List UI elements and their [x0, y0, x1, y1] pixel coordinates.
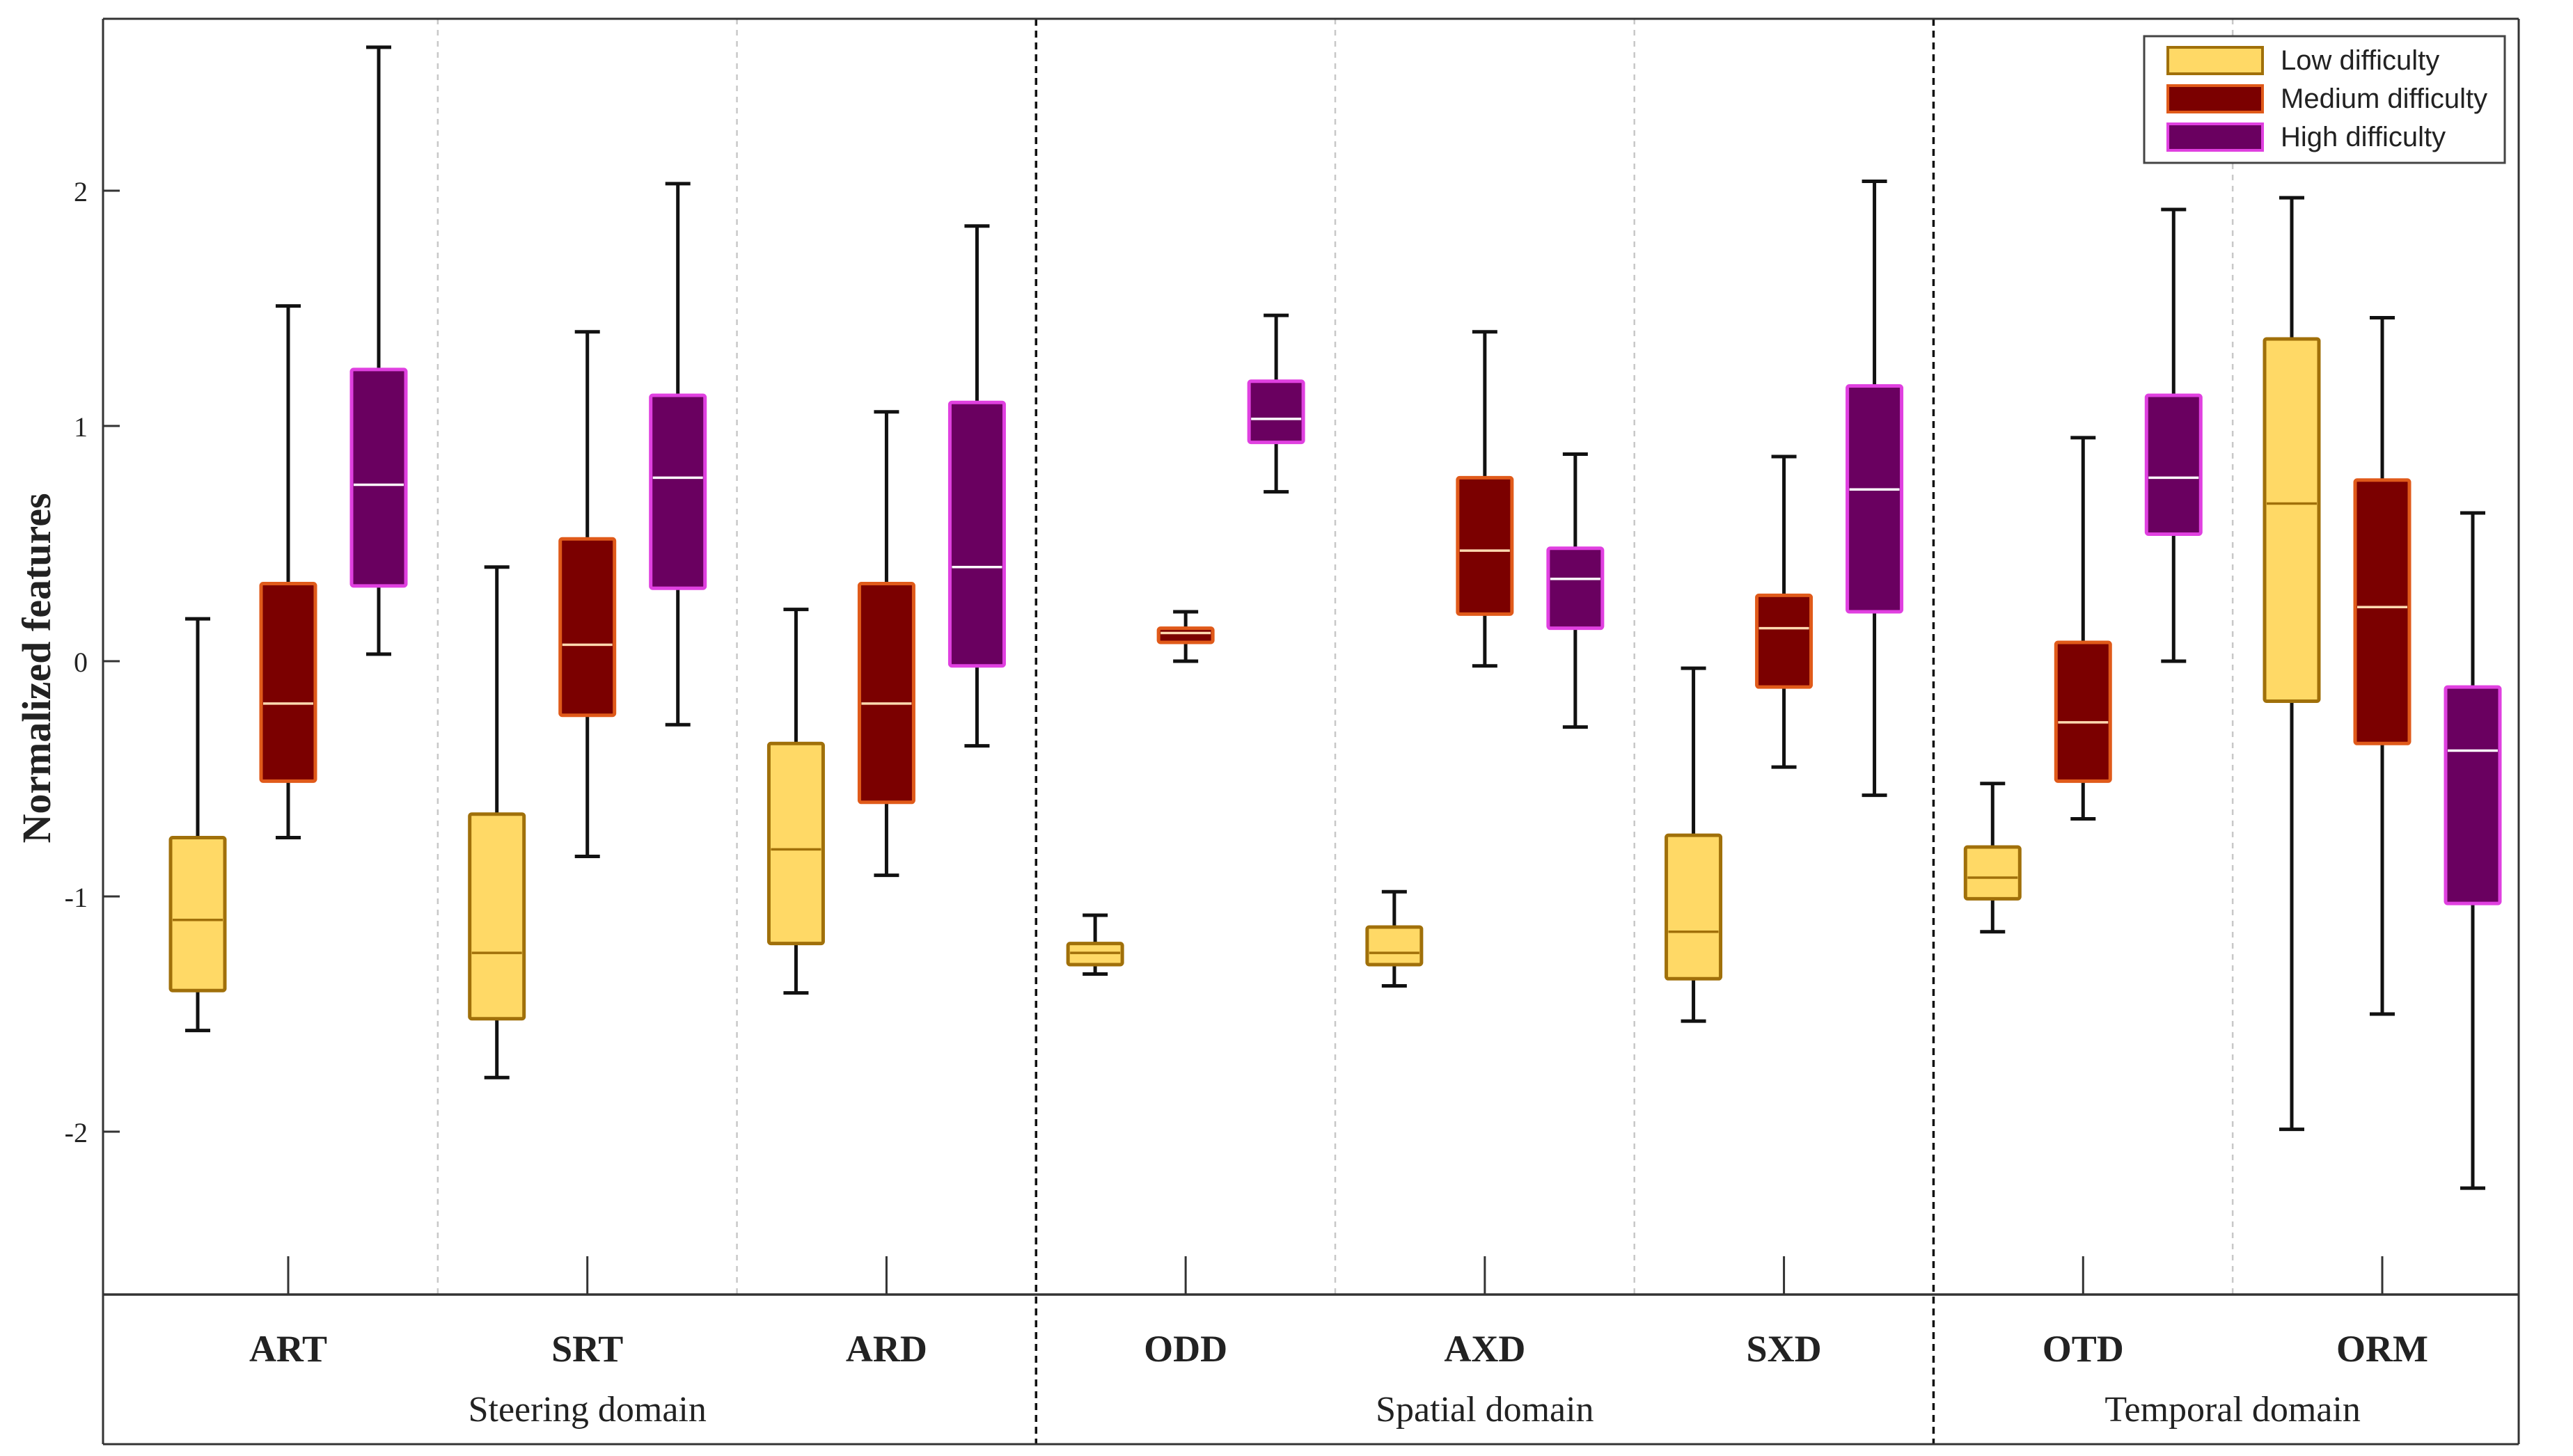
- box-sxd-1: [1755, 593, 1813, 689]
- feature-label-otd: OTD: [2043, 1328, 2124, 1370]
- feature-group-otd: [1963, 207, 2203, 934]
- box-orm-0: [2263, 337, 2321, 703]
- y-tick-label: 0: [74, 647, 88, 678]
- box-ard-1: [857, 581, 915, 805]
- feature-group-orm: [2263, 196, 2502, 1190]
- box-axd-1: [1456, 475, 1514, 616]
- legend-swatch-0: [2166, 46, 2264, 75]
- box-art-1: [259, 581, 317, 783]
- box-ard-0: [766, 741, 825, 946]
- box-art-0: [168, 836, 227, 992]
- feature-label-art: ART: [249, 1328, 327, 1370]
- box-orm-1: [2353, 478, 2411, 745]
- box-otd-2: [2144, 393, 2203, 536]
- legend-label-0: Low difficulty: [2281, 45, 2439, 76]
- domain-label-2: Temporal domain: [2104, 1390, 2360, 1430]
- legend-label-1: Medium difficulty: [2281, 84, 2487, 114]
- box-orm-2: [2444, 685, 2502, 905]
- domain-label-1: Spatial domain: [1376, 1390, 1594, 1430]
- feature-group-srt: [468, 182, 707, 1079]
- box-sxd-2: [1846, 384, 1904, 614]
- y-tick-label: -2: [65, 1117, 88, 1148]
- legend-label-2: High difficulty: [2281, 122, 2446, 152]
- feature-label-srt: SRT: [551, 1328, 623, 1370]
- box-odd-1: [1156, 626, 1215, 644]
- category-axis: ART SRT ARD ODD AXD SXD OTD ORM Steering domain S…: [249, 1256, 2428, 1430]
- box-otd-1: [2054, 640, 2112, 783]
- legend: Low difficulty Medium difficulty High diff…: [2143, 35, 2506, 164]
- y-axis-label: Normalized features: [14, 493, 59, 843]
- axes: -2 -1 0 1 2: [65, 17, 2520, 1446]
- box-sxd-0: [1665, 833, 1723, 981]
- feature-label-sxd: SXD: [1747, 1328, 1822, 1370]
- legend-swatch-2: [2166, 122, 2264, 152]
- y-tick-label: 2: [74, 176, 88, 207]
- legend-swatch-1: [2166, 84, 2264, 113]
- feature-group-ard: [766, 224, 1006, 995]
- box-art-2: [349, 367, 408, 588]
- boxes: [168, 45, 2502, 1190]
- box-srt-2: [649, 393, 707, 590]
- box-otd-0: [1963, 845, 2022, 901]
- feature-group-sxd: [1665, 179, 1904, 1023]
- separators: [436, 19, 2234, 1444]
- y-tick-label: -1: [65, 882, 88, 913]
- feature-label-orm: ORM: [2336, 1328, 2428, 1370]
- box-axd-2: [1546, 546, 1605, 631]
- box-srt-0: [468, 812, 526, 1021]
- y-tick-label: 1: [74, 411, 88, 443]
- box-srt-1: [558, 537, 617, 718]
- box-ard-2: [947, 400, 1006, 668]
- feature-label-ard: ARD: [846, 1328, 927, 1370]
- feature-label-odd: ODD: [1144, 1328, 1227, 1370]
- box-axd-0: [1365, 925, 1424, 967]
- feature-group-art: [168, 45, 408, 1033]
- box-odd-2: [1247, 379, 1305, 445]
- domain-label-0: Steering domain: [469, 1390, 707, 1430]
- feature-group-axd: [1365, 330, 1605, 988]
- feature-label-axd: AXD: [1444, 1328, 1525, 1370]
- feature-group-odd: [1066, 313, 1305, 976]
